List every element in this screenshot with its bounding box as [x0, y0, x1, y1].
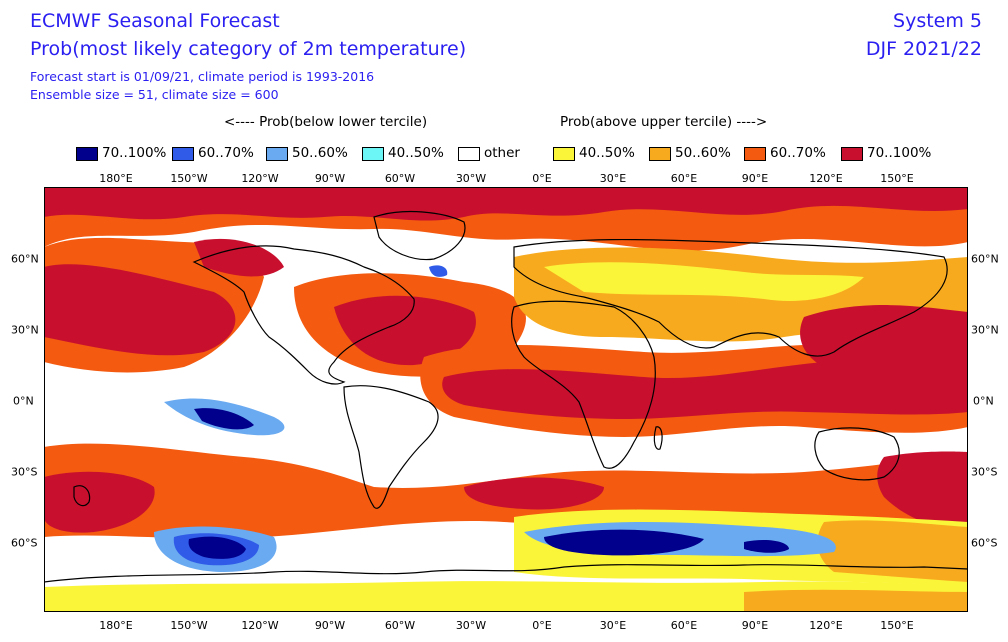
lon-label-bottom: 120°W — [241, 619, 279, 632]
lon-label-bottom: 90°E — [741, 619, 769, 632]
ensemble-info: Ensemble size = 51, climate size = 600 — [30, 87, 279, 102]
legend-swatch — [649, 147, 671, 161]
lon-label-bottom: 30°E — [599, 619, 627, 632]
coast-madagascar — [653, 426, 663, 450]
lon-label-top: 30°W — [455, 172, 487, 185]
lon-label-top: 60°E — [670, 172, 698, 185]
legend-label: other — [484, 145, 520, 161]
legend-swatch — [266, 147, 288, 161]
region-west-pacific-hot — [800, 305, 968, 379]
region-alaska-hot — [194, 238, 284, 277]
coast-australia — [814, 427, 900, 481]
lat-label-right: 30°S — [971, 465, 998, 479]
region-tropical-hot — [442, 361, 968, 419]
lon-label-bottom: 150°E — [880, 619, 914, 632]
legend-label: 60..70% — [770, 145, 826, 161]
lat-label-right: 30°N — [971, 323, 999, 337]
region-eurasia-yellow — [544, 262, 864, 301]
region-arctic-hot-band — [44, 187, 968, 221]
system-label: System 5 — [893, 10, 982, 32]
lat-label-left: 60°S — [11, 536, 38, 550]
legend-label: 50..60% — [292, 145, 348, 161]
lon-label-top: 0°E — [532, 172, 552, 185]
lon-label-bottom: 30°W — [455, 619, 487, 632]
coast-south-america — [343, 385, 439, 509]
legend-label: 40..50% — [388, 145, 444, 161]
lon-label-top: 180°E — [99, 172, 133, 185]
probability-map — [44, 187, 968, 612]
region-southern-pacific-cold-deep — [188, 536, 246, 559]
legend-label: 50..60% — [675, 145, 731, 161]
lon-label-top: 150°E — [880, 172, 914, 185]
lat-label-left: 0°N — [13, 394, 34, 408]
coast-africa — [511, 300, 656, 469]
legend-swatch — [458, 147, 480, 161]
region-labrador-cold — [429, 265, 448, 277]
region-pacific-cold-deep — [194, 408, 254, 430]
lat-label-left: 60°N — [11, 252, 39, 266]
lat-label-right: 0°N — [973, 394, 994, 408]
region-southern-belt-hot-atlantic — [464, 477, 604, 510]
region-southern-ocean-cold-deep-east — [744, 539, 789, 553]
lon-label-top: 30°E — [599, 172, 627, 185]
region-antarctic-rim-warm — [44, 581, 968, 612]
coast-new-zealand — [73, 485, 91, 507]
region-north-atlantic-hot — [334, 295, 476, 366]
season-label: DJF 2021/22 — [865, 38, 982, 60]
coast-eurasia — [513, 238, 948, 357]
lat-label-left: 30°S — [11, 465, 38, 479]
lon-label-top: 90°E — [741, 172, 769, 185]
region-southern-belt-hot-west — [44, 471, 155, 533]
legend-label: 60..70% — [198, 145, 254, 161]
legend-swatch — [553, 147, 575, 161]
legend-swatch — [841, 147, 863, 161]
lon-label-bottom: 150°W — [170, 619, 208, 632]
coast-north-america — [192, 245, 415, 385]
legend-swatch — [172, 147, 194, 161]
coast-antarctica — [44, 563, 968, 583]
legend-swatch — [744, 147, 766, 161]
coastlines — [44, 210, 968, 583]
map-title: ECMWF Seasonal Forecast — [30, 10, 280, 32]
lon-label-top: 150°W — [170, 172, 208, 185]
lon-label-top: 60°W — [384, 172, 416, 185]
legend-label: 70..100% — [867, 145, 932, 161]
lon-label-bottom: 180°E — [99, 619, 133, 632]
region-antarctic-rim-orange — [744, 589, 968, 612]
lon-label-bottom: 0°E — [532, 619, 552, 632]
map-frame — [44, 187, 968, 612]
lon-label-bottom: 120°E — [809, 619, 843, 632]
region-north-pacific-hot — [44, 264, 236, 356]
lon-label-bottom: 60°W — [384, 619, 416, 632]
lat-label-right: 60°S — [971, 536, 998, 550]
lon-label-bottom: 60°E — [670, 619, 698, 632]
map-subtitle: Prob(most likely category of 2m temperat… — [30, 38, 467, 60]
lon-label-top: 90°W — [314, 172, 346, 185]
legend-above-caption: Prob(above upper tercile) ----> — [560, 114, 768, 130]
lon-label-bottom: 90°W — [314, 619, 346, 632]
region-southern-belt-hot-east — [877, 451, 968, 532]
legend-label: 70..100% — [102, 145, 167, 161]
coast-greenland — [373, 210, 466, 261]
region-southern-ocean-cold-deep — [544, 529, 704, 556]
lat-label-left: 30°N — [11, 323, 39, 337]
lon-label-top: 120°W — [241, 172, 279, 185]
legend-label: 40..50% — [579, 145, 635, 161]
legend-swatch — [76, 147, 98, 161]
legend-swatch — [362, 147, 384, 161]
lat-label-right: 60°N — [971, 252, 999, 266]
legend-below-caption: <---- Prob(below lower tercile) — [224, 114, 428, 130]
forecast-info: Forecast start is 01/09/21, climate peri… — [30, 69, 375, 84]
lon-label-top: 120°E — [809, 172, 843, 185]
